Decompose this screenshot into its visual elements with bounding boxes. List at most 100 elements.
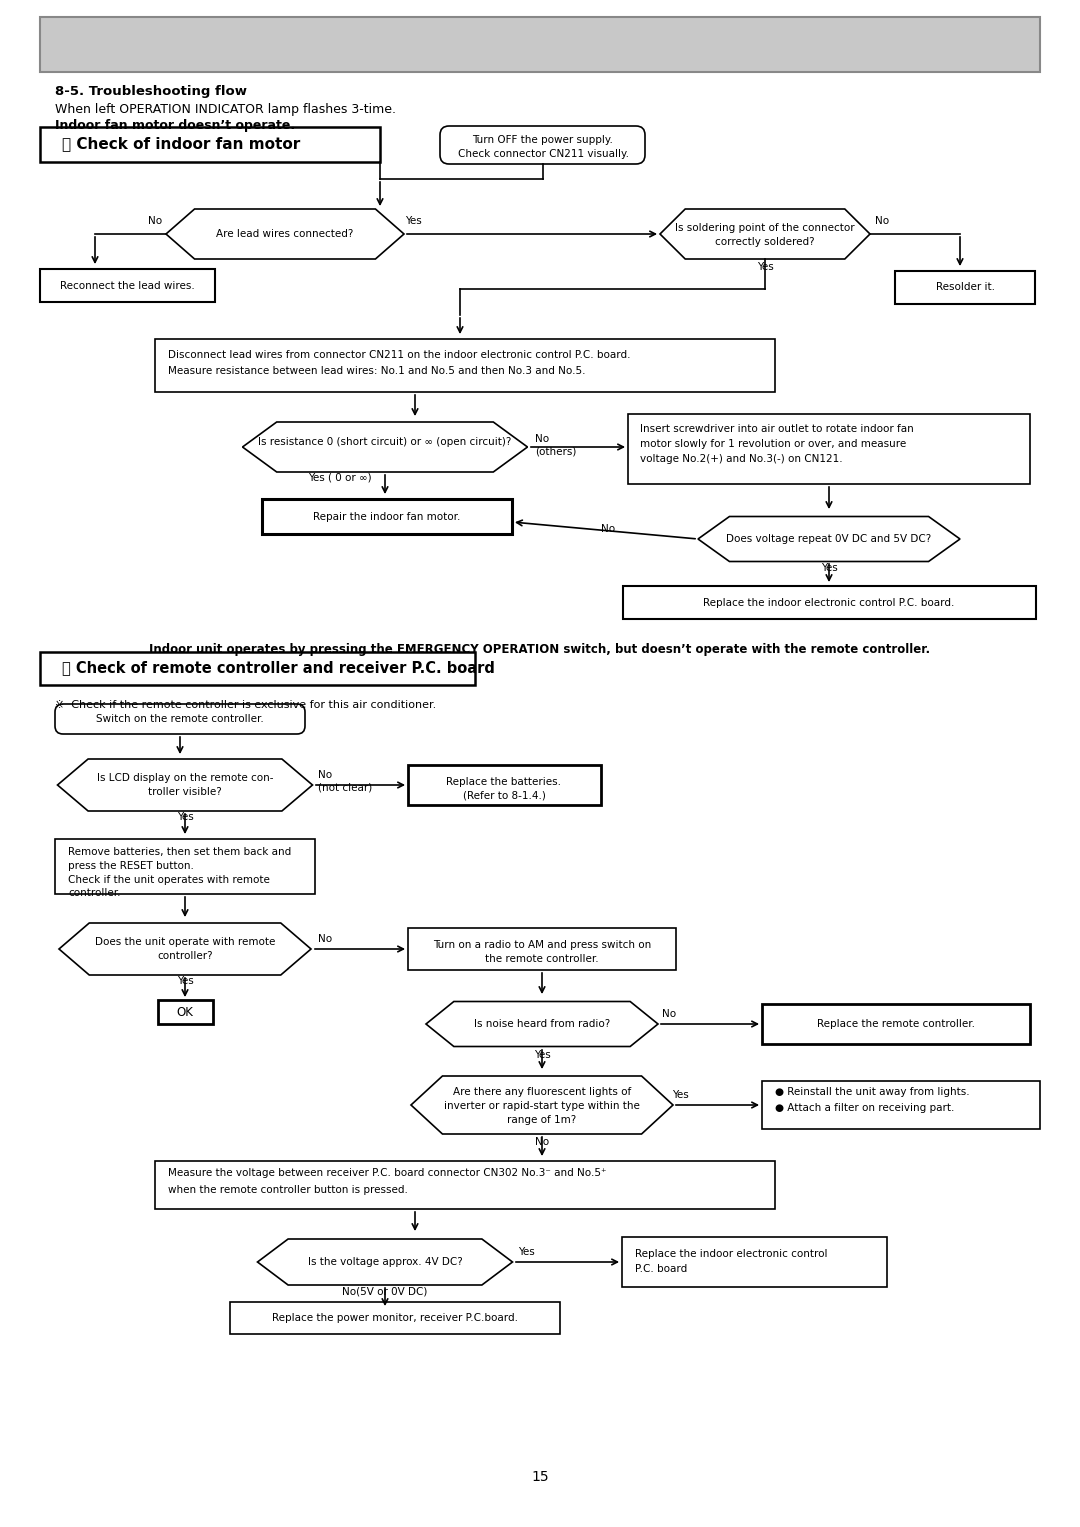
Text: Ⓐ Check of indoor fan motor: Ⓐ Check of indoor fan motor bbox=[62, 136, 300, 151]
Text: Insert screwdriver into air outlet to rotate indoor fan: Insert screwdriver into air outlet to ro… bbox=[640, 425, 914, 434]
Text: 15: 15 bbox=[531, 1471, 549, 1484]
Bar bbox=[40, 269, 215, 302]
Text: No: No bbox=[875, 215, 889, 226]
Text: Ⓑ Check of remote controller and receiver P.C. board: Ⓑ Check of remote controller and receive… bbox=[62, 661, 495, 675]
Text: (not clear): (not clear) bbox=[318, 783, 373, 793]
Bar bbox=[895, 270, 1035, 304]
Bar bbox=[40, 652, 475, 686]
FancyBboxPatch shape bbox=[440, 127, 645, 163]
Bar bbox=[623, 586, 1036, 618]
Text: troller visible?: troller visible? bbox=[148, 786, 221, 797]
Text: When left OPERATION INDICATOR lamp flashes 3-time.: When left OPERATION INDICATOR lamp flash… bbox=[55, 102, 396, 116]
Text: press the RESET button.: press the RESET button. bbox=[68, 861, 194, 870]
Bar bbox=[55, 838, 315, 893]
Bar bbox=[408, 928, 676, 970]
Text: Switch on the remote controller.: Switch on the remote controller. bbox=[96, 715, 264, 724]
Text: No: No bbox=[148, 215, 162, 226]
Text: Is soldering point of the connector: Is soldering point of the connector bbox=[675, 223, 854, 234]
Bar bbox=[408, 765, 600, 805]
FancyBboxPatch shape bbox=[55, 704, 305, 734]
Text: Yes: Yes bbox=[518, 1248, 535, 1257]
Text: Resolder it.: Resolder it. bbox=[935, 282, 995, 292]
Text: No: No bbox=[535, 1138, 549, 1147]
Polygon shape bbox=[426, 1002, 658, 1046]
Bar bbox=[262, 499, 512, 534]
Text: controller?: controller? bbox=[158, 951, 213, 960]
Text: 8-5. Troubleshooting flow: 8-5. Troubleshooting flow bbox=[55, 86, 247, 99]
Bar bbox=[622, 1237, 887, 1287]
Text: Is LCD display on the remote con-: Is LCD display on the remote con- bbox=[97, 773, 273, 783]
Text: motor slowly for 1 revolution or over, and measure: motor slowly for 1 revolution or over, a… bbox=[640, 438, 906, 449]
Text: Replace the batteries.: Replace the batteries. bbox=[446, 777, 562, 786]
Bar bbox=[230, 1303, 561, 1335]
Text: Replace the indoor electronic control P.C. board.: Replace the indoor electronic control P.… bbox=[703, 599, 955, 608]
Text: Check connector CN211 visually.: Check connector CN211 visually. bbox=[458, 150, 629, 159]
Text: when the remote controller button is pressed.: when the remote controller button is pre… bbox=[168, 1185, 408, 1196]
Text: Is the voltage approx. 4V DC?: Is the voltage approx. 4V DC? bbox=[308, 1257, 462, 1267]
Text: No: No bbox=[318, 770, 333, 780]
Text: Yes: Yes bbox=[534, 1051, 551, 1060]
Text: Reconnect the lead wires.: Reconnect the lead wires. bbox=[59, 281, 194, 292]
Text: Is noise heard from radio?: Is noise heard from radio? bbox=[474, 1019, 610, 1029]
Text: range of 1m?: range of 1m? bbox=[508, 1115, 577, 1125]
Text: OK: OK bbox=[176, 1005, 193, 1019]
Text: Does voltage repeat 0V DC and 5V DC?: Does voltage repeat 0V DC and 5V DC? bbox=[727, 534, 932, 544]
Text: Replace the indoor electronic control: Replace the indoor electronic control bbox=[635, 1249, 827, 1258]
Bar bbox=[762, 1081, 1040, 1128]
Text: ● Reinstall the unit away from lights.: ● Reinstall the unit away from lights. bbox=[775, 1087, 970, 1096]
Polygon shape bbox=[166, 209, 404, 260]
Polygon shape bbox=[243, 421, 527, 472]
Text: Yes ( 0 or ∞): Yes ( 0 or ∞) bbox=[308, 472, 372, 483]
Text: Indoor unit operates by pressing the EMERGENCY OPERATION switch, but doesn’t ope: Indoor unit operates by pressing the EME… bbox=[149, 643, 931, 655]
Text: Are lead wires connected?: Are lead wires connected? bbox=[216, 229, 353, 240]
Text: No: No bbox=[662, 1009, 676, 1019]
Text: Replace the remote controller.: Replace the remote controller. bbox=[816, 1019, 975, 1029]
Text: Is resistance 0 (short circuit) or ∞ (open circuit)?: Is resistance 0 (short circuit) or ∞ (op… bbox=[258, 437, 512, 447]
Polygon shape bbox=[411, 1077, 673, 1135]
Text: ※  Check if the remote controller is exclusive for this air conditioner.: ※ Check if the remote controller is excl… bbox=[55, 699, 436, 710]
Text: No(5V or 0V DC): No(5V or 0V DC) bbox=[342, 1287, 428, 1296]
Polygon shape bbox=[59, 922, 311, 976]
Text: correctly soldered?: correctly soldered? bbox=[715, 237, 814, 247]
Text: Does the unit operate with remote: Does the unit operate with remote bbox=[95, 938, 275, 947]
Text: Yes: Yes bbox=[672, 1090, 689, 1099]
Text: (Refer to 8-1.4.): (Refer to 8-1.4.) bbox=[462, 791, 545, 802]
Text: Indoor fan motor doesn’t operate.: Indoor fan motor doesn’t operate. bbox=[55, 119, 295, 133]
Text: Yes: Yes bbox=[821, 563, 837, 573]
Text: Repair the indoor fan motor.: Repair the indoor fan motor. bbox=[313, 512, 461, 522]
Text: No: No bbox=[600, 524, 616, 534]
Text: Replace the power monitor, receiver P.C.board.: Replace the power monitor, receiver P.C.… bbox=[272, 1313, 518, 1322]
Bar bbox=[158, 1000, 213, 1025]
Polygon shape bbox=[698, 516, 960, 562]
Text: inverter or rapid-start type within the: inverter or rapid-start type within the bbox=[444, 1101, 640, 1112]
Bar bbox=[156, 1161, 775, 1209]
Text: Measure resistance between lead wires: No.1 and No.5 and then No.3 and No.5.: Measure resistance between lead wires: N… bbox=[168, 366, 585, 376]
Bar bbox=[156, 339, 775, 392]
Text: Turn on a radio to AM and press switch on: Turn on a radio to AM and press switch o… bbox=[433, 941, 651, 950]
Text: No: No bbox=[318, 935, 333, 944]
Text: P.C. board: P.C. board bbox=[635, 1264, 687, 1274]
Text: the remote controller.: the remote controller. bbox=[485, 954, 598, 964]
Text: Disconnect lead wires from connector CN211 on the indoor electronic control P.C.: Disconnect lead wires from connector CN2… bbox=[168, 350, 631, 360]
Text: ● Attach a filter on receiving part.: ● Attach a filter on receiving part. bbox=[775, 1102, 955, 1113]
Polygon shape bbox=[257, 1238, 513, 1286]
Text: (others): (others) bbox=[535, 447, 577, 457]
Text: Check if the unit operates with remote: Check if the unit operates with remote bbox=[68, 875, 270, 886]
Text: Turn OFF the power supply.: Turn OFF the power supply. bbox=[473, 134, 613, 145]
Text: controller.: controller. bbox=[68, 889, 121, 898]
Text: Yes: Yes bbox=[177, 976, 193, 986]
Bar bbox=[40, 127, 380, 162]
Bar bbox=[40, 17, 1040, 72]
Polygon shape bbox=[660, 209, 870, 260]
Text: voltage No.2(+) and No.3(-) on CN121.: voltage No.2(+) and No.3(-) on CN121. bbox=[640, 454, 842, 464]
Bar bbox=[627, 414, 1030, 484]
Text: Are there any fluorescent lights of: Are there any fluorescent lights of bbox=[453, 1087, 631, 1096]
Text: No: No bbox=[535, 434, 549, 444]
Text: Yes: Yes bbox=[405, 215, 422, 226]
Text: Measure the voltage between receiver P.C. board connector CN302 No.3⁻ and No.5⁺: Measure the voltage between receiver P.C… bbox=[168, 1168, 607, 1177]
Bar bbox=[762, 1003, 1030, 1044]
Text: Yes: Yes bbox=[757, 263, 773, 272]
Polygon shape bbox=[57, 759, 312, 811]
Text: Yes: Yes bbox=[177, 812, 193, 822]
Text: Remove batteries, then set them back and: Remove batteries, then set them back and bbox=[68, 847, 292, 857]
